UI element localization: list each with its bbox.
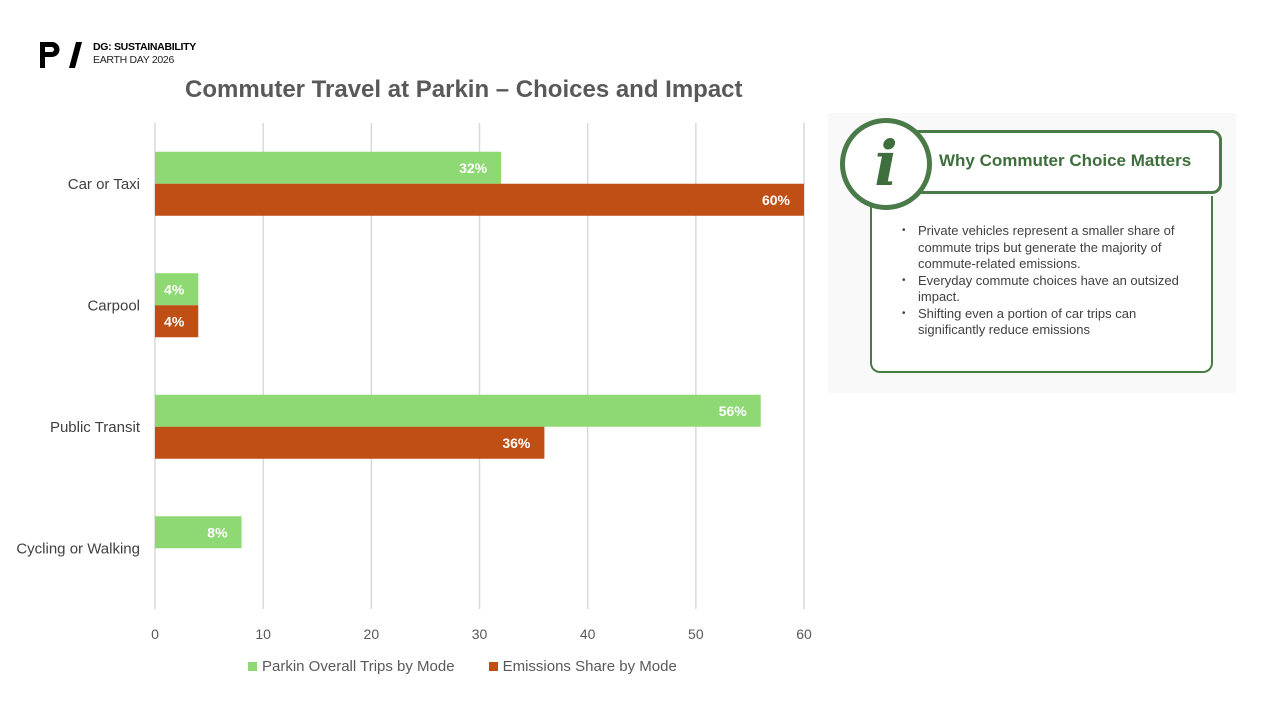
- category-label: Public Transit: [50, 419, 141, 436]
- info-title: Why Commuter Choice Matters: [939, 151, 1192, 170]
- bar-chart: 0 10 20 30 40 50 60 Car or Taxi 32% 60% Carpool 4% 4…: [16, 123, 812, 642]
- info-bullet: Shifting even a portion of car trips can…: [900, 306, 1200, 339]
- x-tick-label: 20: [364, 626, 380, 642]
- brand-text: DG: SUSTAINABILITY EARTH DAY 2026: [93, 41, 196, 67]
- legend-item-trips[interactable]: Parkin Overall Trips by Mode: [248, 658, 455, 675]
- chart-title: Commuter Travel at Parkin – Choices and …: [185, 76, 743, 103]
- info-header: [880, 130, 1222, 194]
- x-tick-label: 10: [255, 626, 271, 642]
- x-tick-label: 60: [796, 626, 812, 642]
- info-icon-glyph: i: [874, 127, 898, 200]
- brand-logo: [40, 42, 82, 68]
- brand-line-2: EARTH DAY 2026: [93, 54, 175, 66]
- data-label: 4%: [164, 313, 185, 329]
- x-tick-label: 0: [151, 626, 159, 642]
- info-bullet: Everyday commute choices have an outsize…: [900, 273, 1200, 306]
- legend-item-emissions[interactable]: Emissions Share by Mode: [488, 658, 677, 675]
- chart-legend: Parkin Overall Trips by Mode Emissions S…: [248, 658, 677, 675]
- bar: [155, 394, 761, 427]
- category-label: Carpool: [87, 297, 140, 314]
- legend-label-emissions: Emissions Share by Mode: [502, 658, 677, 675]
- info-bullet-list: Private vehicles represent a smaller sha…: [900, 223, 1200, 339]
- bar: [155, 426, 545, 459]
- category-label: Car or Taxi: [68, 176, 140, 193]
- x-tick-label: 30: [472, 626, 488, 642]
- bar: [155, 151, 502, 184]
- data-label: 56%: [719, 403, 748, 419]
- bar: [155, 305, 199, 338]
- legend-label-trips: Parkin Overall Trips by Mode: [262, 658, 455, 675]
- brand-line-1: DG: SUSTAINABILITY: [93, 41, 196, 53]
- info-bullet: Private vehicles represent a smaller sha…: [900, 223, 1200, 273]
- bar: [155, 183, 804, 216]
- bar: [155, 273, 199, 306]
- data-label: 8%: [207, 524, 228, 540]
- bar: [155, 516, 242, 549]
- x-tick-label: 40: [580, 626, 596, 642]
- legend-swatch-emissions: [488, 662, 498, 671]
- data-label: 32%: [459, 160, 488, 176]
- legend-swatch-trips: [248, 662, 257, 671]
- data-label: 36%: [502, 435, 531, 451]
- x-tick-label: 50: [688, 626, 704, 642]
- category-label: Cycling or Walking: [16, 540, 140, 557]
- data-label: 4%: [164, 281, 185, 297]
- info-icon: i: [840, 118, 932, 210]
- data-label: 60%: [762, 192, 791, 208]
